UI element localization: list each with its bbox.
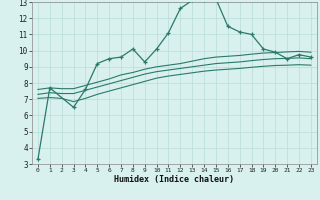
X-axis label: Humidex (Indice chaleur): Humidex (Indice chaleur) (115, 175, 234, 184)
